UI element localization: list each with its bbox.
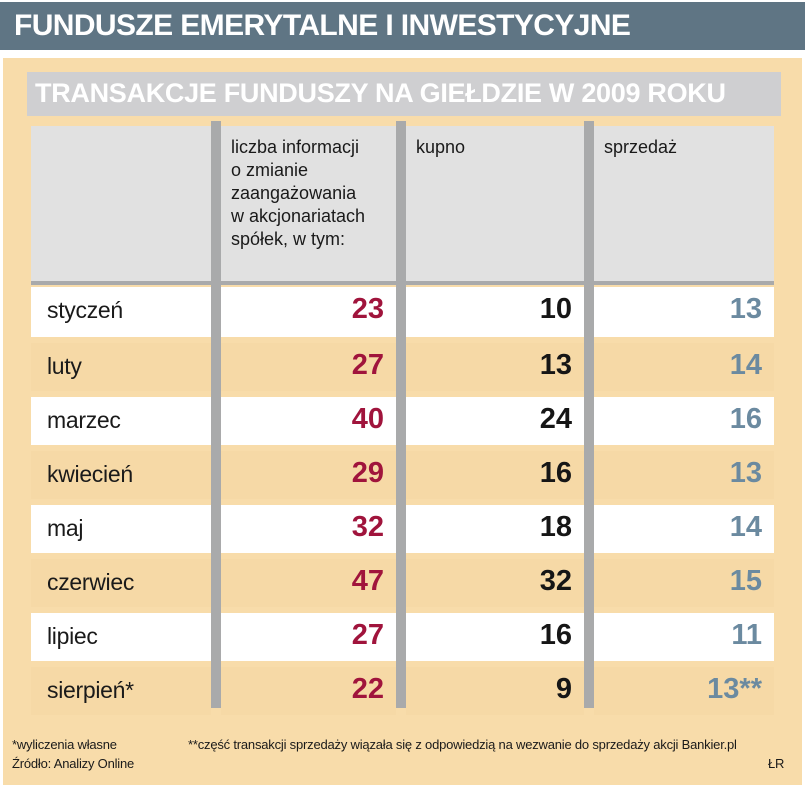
top-banner: FUNDUSZE EMERYTALNE I INWESTYCYJNE — [0, 2, 805, 50]
buy-value: 24 — [539, 403, 572, 435]
section-title: FUNDUSZE EMERYTALNE I INWESTYCYJNE — [14, 9, 631, 42]
sell-value: 11 — [731, 619, 762, 651]
column-divider — [584, 121, 594, 708]
header-sell: sprzedaż — [594, 126, 774, 281]
buy-cell: 32 — [406, 559, 584, 607]
table-row: czerwiec 47 32 15 — [0, 555, 805, 609]
table-title-bar: TRANSAKCJE FUNDUSZY NA GIEŁDZIE W 2009 R… — [27, 72, 781, 116]
month-label: maj — [47, 515, 84, 541]
column-divider — [396, 121, 406, 708]
sell-value: 13 — [729, 457, 762, 489]
header-line: zaangażowania — [231, 183, 357, 203]
buy-value: 18 — [539, 511, 572, 543]
total-value: 27 — [351, 619, 384, 651]
month-label: marzec — [47, 407, 121, 433]
table-row: lipiec 27 16 11 — [0, 609, 805, 663]
buy-cell: 13 — [406, 343, 584, 391]
table-row: luty 27 13 14 — [0, 339, 805, 393]
header-line: liczba informacji — [231, 137, 360, 157]
header-line: sprzedaż — [604, 137, 678, 157]
sell-cell: 13** — [594, 667, 774, 715]
footnote-own-calc: *wyliczenia własne — [12, 737, 117, 752]
month-label: czerwiec — [47, 569, 135, 595]
total-cell: 27 — [221, 343, 396, 391]
table-title: TRANSAKCJE FUNDUSZY NA GIEŁDZIE W 2009 R… — [35, 78, 726, 108]
month-cell: czerwiec — [31, 559, 211, 607]
sell-cell: 11 — [594, 613, 774, 661]
sell-value: 13 — [729, 293, 762, 325]
table-row: maj 32 18 14 — [0, 501, 805, 555]
total-cell: 47 — [221, 559, 396, 607]
header-total-label: liczba informacji o zmianie zaangażowania w… — [231, 136, 365, 251]
month-cell: maj — [31, 505, 211, 553]
total-value: 22 — [351, 673, 384, 705]
table-row: styczeń 23 10 13 — [0, 285, 805, 339]
header-line: w akcjonariatach — [231, 206, 366, 226]
sell-value: 15 — [729, 565, 762, 597]
sell-value: 16 — [729, 403, 762, 435]
month-cell: styczeń — [31, 287, 211, 337]
month-label: luty — [47, 353, 82, 379]
month-label: sierpień* — [47, 677, 134, 703]
sell-cell: 14 — [594, 505, 774, 553]
total-value: 47 — [351, 565, 384, 597]
total-value: 23 — [351, 293, 384, 325]
header-line: o zmianie — [231, 160, 309, 180]
total-cell: 32 — [221, 505, 396, 553]
sell-value: 14 — [729, 349, 762, 381]
buy-value: 16 — [539, 457, 572, 489]
buy-value: 32 — [539, 565, 572, 597]
header-total: liczba informacji o zmianie zaangażowania w… — [221, 126, 396, 281]
sell-cell: 15 — [594, 559, 774, 607]
total-cell: 40 — [221, 397, 396, 445]
header-empty — [31, 126, 211, 281]
footnote-sale-note: **część transakcji sprzedaży wiązała się… — [188, 737, 737, 752]
total-value: 27 — [351, 349, 384, 381]
sell-value: 13** — [707, 673, 762, 705]
month-cell: marzec — [31, 397, 211, 445]
sell-cell: 13 — [594, 451, 774, 499]
buy-cell: 16 — [406, 613, 584, 661]
total-cell: 29 — [221, 451, 396, 499]
buy-cell: 24 — [406, 397, 584, 445]
buy-cell: 18 — [406, 505, 584, 553]
month-cell: lipiec — [31, 613, 211, 661]
table-row: marzec 40 24 16 — [0, 393, 805, 447]
footnote-source: Źródło: Analizy Online — [12, 756, 135, 771]
month-cell: kwiecień — [31, 451, 211, 499]
buy-cell: 10 — [406, 287, 584, 337]
month-label: styczeń — [47, 297, 123, 323]
header-line: kupno — [416, 137, 466, 157]
total-cell: 27 — [221, 613, 396, 661]
sell-cell: 14 — [594, 343, 774, 391]
table-row: kwiecień 29 16 13 — [0, 447, 805, 501]
total-cell: 22 — [221, 667, 396, 715]
sell-cell: 16 — [594, 397, 774, 445]
header-sell-label: sprzedaż — [604, 136, 677, 159]
column-divider — [211, 121, 221, 708]
sell-cell: 13 — [594, 287, 774, 337]
buy-value: 9 — [555, 673, 572, 705]
total-value: 29 — [351, 457, 384, 489]
buy-value: 16 — [539, 619, 572, 651]
total-cell: 23 — [221, 287, 396, 337]
header-buy-label: kupno — [416, 136, 465, 159]
total-value: 40 — [351, 403, 384, 435]
buy-value: 10 — [539, 293, 572, 325]
sell-value: 14 — [729, 511, 762, 543]
month-label: lipiec — [47, 623, 98, 649]
header-buy: kupno — [406, 126, 584, 281]
footnote-credit: ŁR — [768, 756, 785, 771]
total-value: 32 — [351, 511, 384, 543]
header-line: spółek, w tym: — [231, 229, 346, 249]
buy-cell: 16 — [406, 451, 584, 499]
month-cell: sierpień* — [31, 667, 211, 715]
buy-value: 13 — [539, 349, 572, 381]
month-label: kwiecień — [47, 461, 133, 487]
month-cell: luty — [31, 343, 211, 391]
table-row: sierpień* 22 9 13** — [0, 663, 805, 717]
buy-cell: 9 — [406, 667, 584, 715]
